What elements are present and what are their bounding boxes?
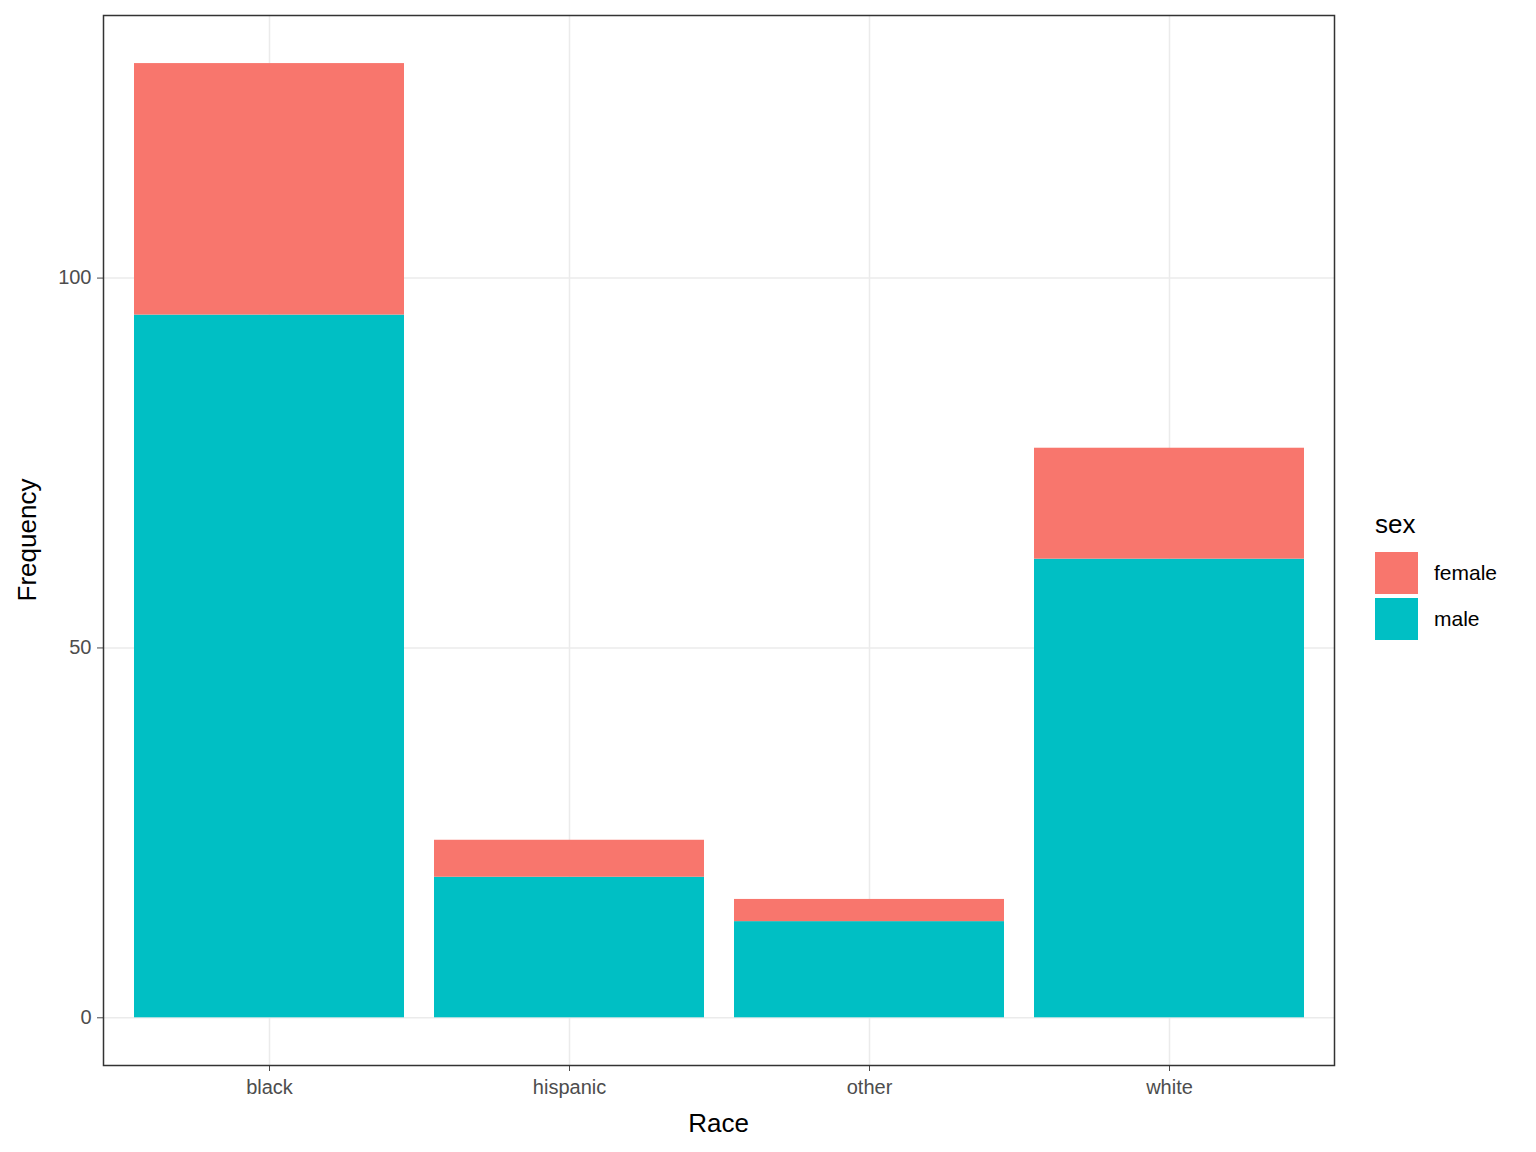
svg-text:other: other — [847, 1076, 893, 1098]
html-text:sex: sex — [1375, 508, 1416, 539]
svg-text:white: white — [1145, 1076, 1193, 1098]
html-text:male: male — [1434, 606, 1480, 630]
svg-text:100: 100 — [58, 266, 91, 288]
svg-text:hispanic: hispanic — [533, 1076, 606, 1098]
html-text:female: female — [1434, 560, 1497, 584]
svg-text:50: 50 — [69, 636, 91, 658]
svg-text:black: black — [246, 1076, 294, 1098]
svg-text:Frequency: Frequency — [12, 479, 42, 602]
svg-text:Race: Race — [688, 1108, 749, 1138]
svg-text:0: 0 — [80, 1006, 91, 1028]
